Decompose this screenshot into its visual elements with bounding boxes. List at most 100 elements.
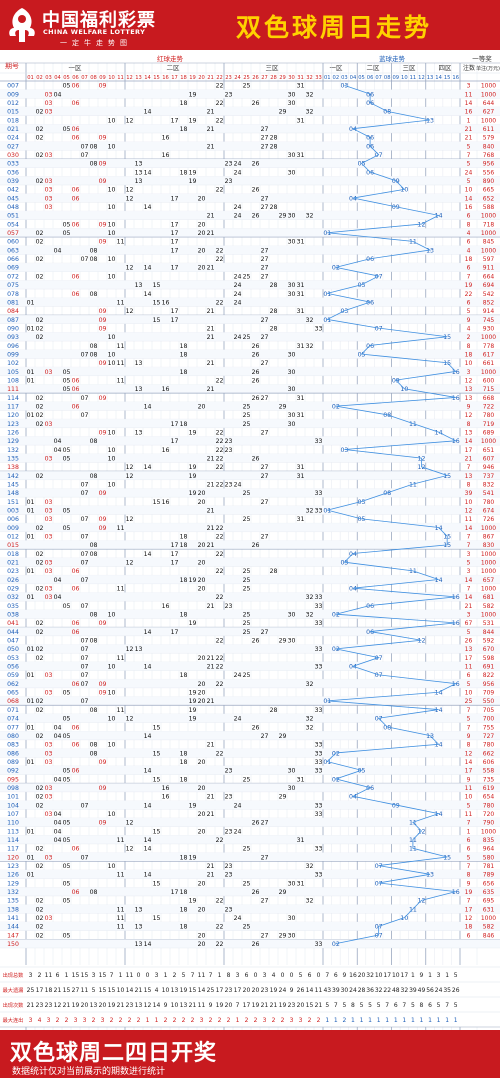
blue-stat-value: 5: [342, 1002, 346, 1009]
blue-ball: 07: [375, 716, 383, 723]
red-ball: 18: [180, 759, 188, 766]
red-ball: 20: [198, 586, 206, 593]
red-ball: 08: [90, 742, 98, 749]
red-ball: 15: [153, 724, 161, 731]
red-stat-value: 9: [164, 1002, 168, 1009]
red-ball: 02: [36, 629, 44, 636]
issue-number: 062: [7, 681, 19, 688]
red-ball: 26: [252, 100, 260, 107]
blue-ball: 13: [426, 117, 434, 124]
red-ball: 22: [216, 377, 224, 384]
red-ball: 29: [279, 213, 287, 220]
blue-ball: 06: [366, 299, 374, 306]
red-ball: 24: [234, 161, 242, 168]
prize-bets: 13: [465, 429, 473, 436]
issue-number: 120: [7, 854, 19, 861]
footer-banner: 双色球周二四日开奖 数据统计仅对当前展示的期数进行统计: [0, 1030, 500, 1078]
prize-amount: 1000: [481, 828, 496, 835]
red-ball: 15: [153, 776, 161, 783]
logo-english-text: CHINA WELFARE LOTTERY: [43, 28, 146, 36]
red-ball: 21: [207, 542, 215, 549]
red-ball: 05: [63, 837, 71, 844]
red-stat-value: 5: [182, 972, 186, 979]
red-ball: 02: [36, 135, 44, 142]
red-stat-value: 15: [189, 987, 197, 994]
issue-number: 018: [7, 551, 19, 558]
blue-stat-value: 1: [325, 1017, 329, 1024]
red-ball: 10: [108, 351, 116, 358]
prize-bets: 14: [465, 594, 473, 601]
issue-number: 021: [7, 560, 19, 567]
prize-amount: 1000: [481, 438, 496, 445]
blue-ball: 09: [392, 178, 400, 185]
red-ball: 03: [45, 742, 53, 749]
red-ball: 32: [306, 681, 314, 688]
red-ball: 22: [216, 551, 224, 558]
prize-amount: 1000: [481, 230, 496, 237]
red-ball: 02: [36, 239, 44, 246]
row-stripe: [0, 228, 500, 238]
prize-bets: 17: [465, 906, 473, 913]
blue-stat-value: 32: [375, 987, 383, 994]
red-ball: 20: [198, 542, 206, 549]
blue-stat-value: 5: [411, 1002, 415, 1009]
red-stat-value: 23: [36, 1002, 44, 1009]
red-ball: 17: [171, 308, 179, 315]
red-ball: 27: [261, 204, 269, 211]
prize-bets: 7: [467, 152, 471, 159]
red-ball: 09: [99, 239, 107, 246]
red-ball: 07: [81, 802, 89, 809]
red-ball: 31: [297, 83, 305, 90]
red-ball: 21: [207, 603, 215, 610]
blue-ball: 13: [426, 733, 434, 740]
red-ball: 05: [63, 525, 71, 532]
red-ball: 22: [216, 750, 224, 757]
red-ball: 01: [27, 534, 35, 541]
red-ball: 04: [54, 776, 62, 783]
prize-bets: 14: [465, 438, 473, 445]
blue-stat-value: 5: [454, 972, 458, 979]
prize-amount: 657: [483, 577, 495, 584]
prize-bets: 10: [465, 794, 473, 801]
red-ball: 30: [288, 412, 296, 419]
red-ball: 23: [225, 863, 233, 870]
prize-bets: 5: [467, 560, 471, 567]
prize-amount: 665: [483, 187, 495, 194]
blue-stat-value: 1: [368, 1017, 372, 1024]
red-ball: 07: [81, 395, 89, 402]
red-ball: 20: [198, 655, 206, 662]
issue-number: 126: [7, 872, 19, 879]
blue-ball: 01: [323, 759, 331, 766]
blue-stat-value: 5: [437, 1002, 441, 1009]
blue-stat-value: 9: [342, 972, 346, 979]
red-ball: 14: [144, 291, 152, 298]
prize-amount: 964: [483, 846, 495, 853]
blue-column-number: 07: [375, 75, 382, 81]
red-ball: 22: [216, 429, 224, 436]
red-ball: 13: [135, 429, 143, 436]
red-column-number: 22: [216, 75, 223, 81]
red-ball: 03: [45, 672, 53, 679]
red-ball: 19: [189, 169, 197, 176]
red-zone-3-header: 三区: [266, 64, 280, 72]
red-ball: 23: [225, 906, 233, 913]
red-stat-value: 2: [128, 1017, 132, 1024]
red-ball: 22: [216, 924, 224, 931]
row-stripe: [0, 817, 500, 827]
red-ball: 12: [126, 716, 134, 723]
red-ball: 23: [225, 481, 233, 488]
prize-amount: 840: [483, 143, 495, 150]
prize-amount: 1000: [481, 213, 496, 220]
blue-zone-2-header: 二区: [367, 64, 381, 72]
red-ball: 18: [180, 169, 188, 176]
prize-amount: 597: [483, 256, 495, 263]
red-ball: 06: [72, 377, 80, 384]
red-ball: 02: [36, 178, 44, 185]
blue-ball: 05: [358, 516, 366, 523]
red-ball: 06: [72, 83, 80, 90]
red-ball: 12: [126, 560, 134, 567]
issue-number: 080: [7, 733, 19, 740]
red-ball: 28: [270, 282, 278, 289]
blue-ball: 01: [323, 317, 331, 324]
prize-bets: 7: [467, 898, 471, 905]
